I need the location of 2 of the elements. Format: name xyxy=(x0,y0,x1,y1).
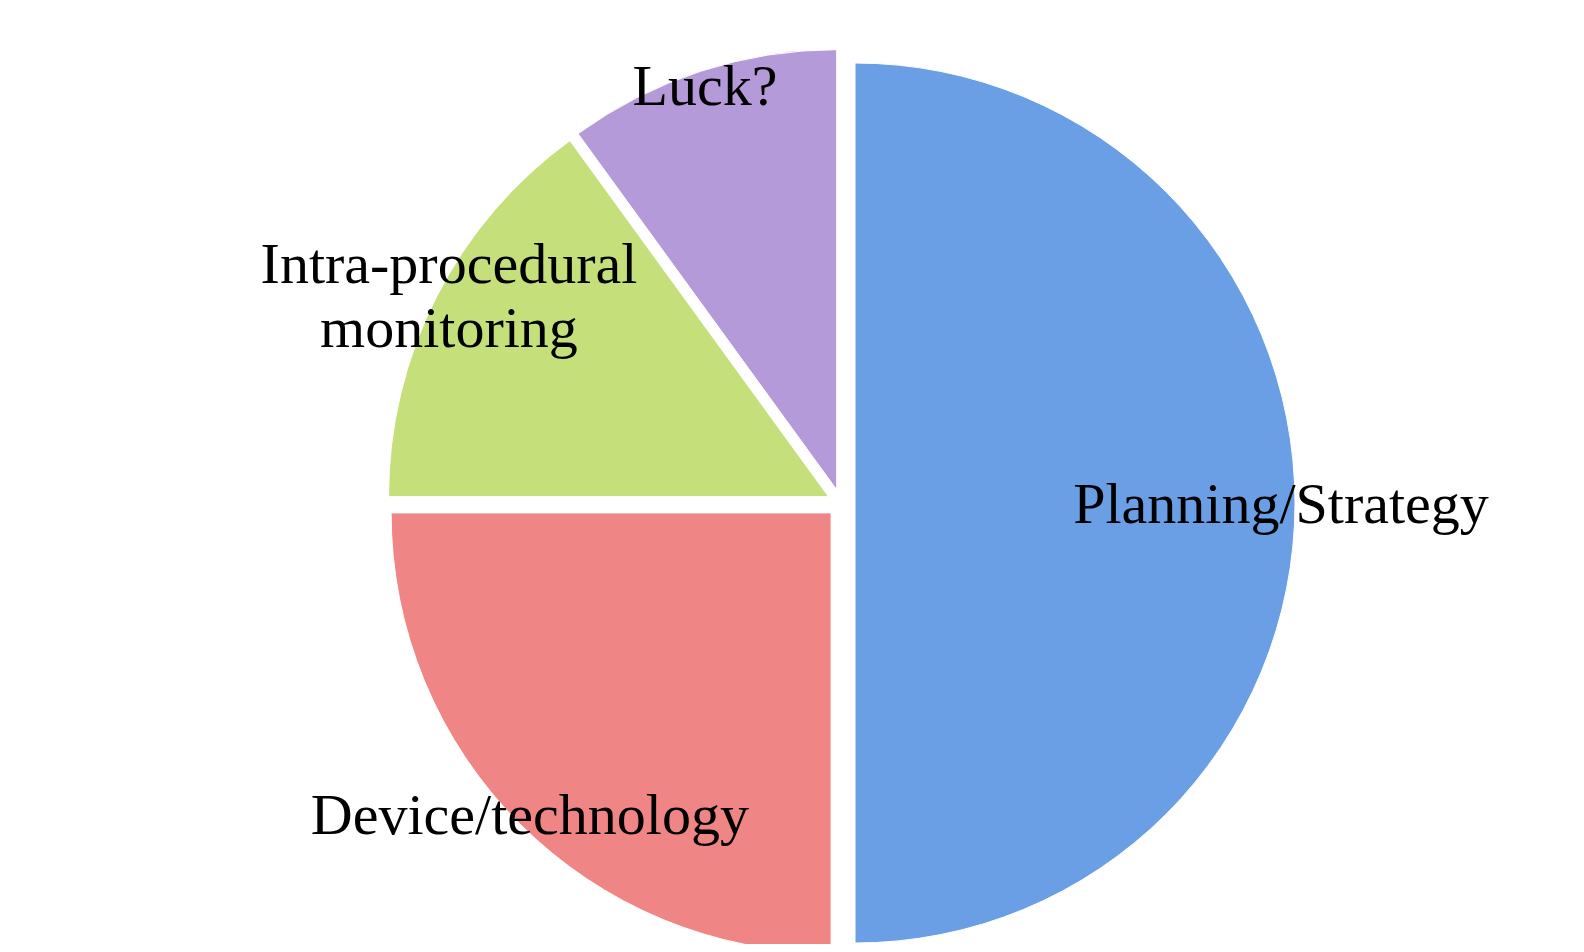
slice-label: Device/technology xyxy=(310,782,749,848)
slice-label: Luck? xyxy=(632,52,778,118)
